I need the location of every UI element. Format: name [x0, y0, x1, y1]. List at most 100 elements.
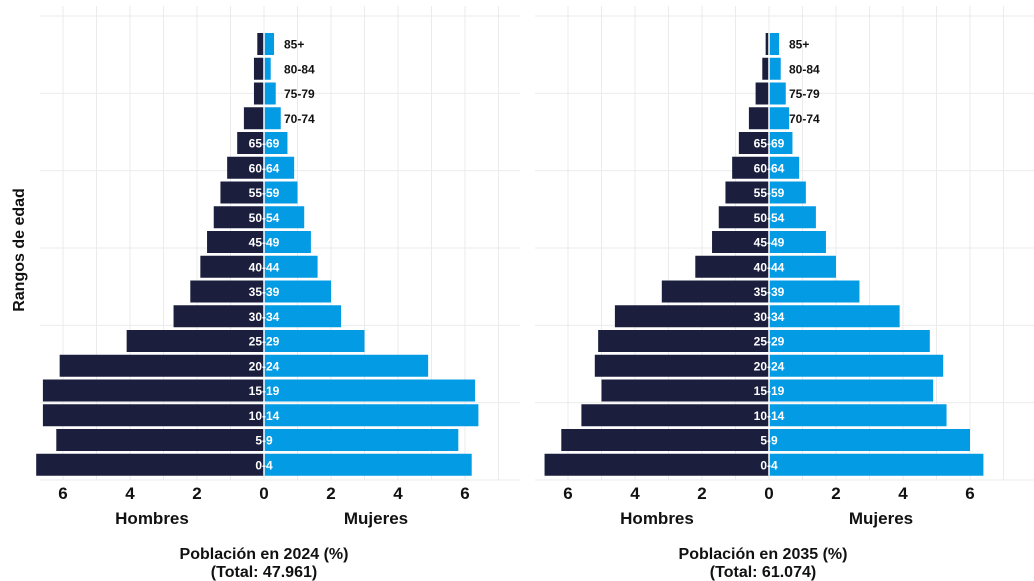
bar-mujeres-30-34: [264, 305, 342, 328]
bar-mujeres-20-24: [769, 354, 944, 377]
age-label-75-79: 75-79: [284, 87, 315, 101]
bar-hombres-35-39: [190, 280, 264, 303]
age-label-15-19: 15-19: [249, 384, 280, 398]
age-label-55-59: 55-59: [249, 186, 280, 200]
x-tick-label: 0: [764, 484, 773, 503]
bar-mujeres-45-49: [264, 231, 311, 253]
x-tick-label: 4: [393, 484, 403, 503]
age-labels: 0-4 5-9 10-14 15-19 20-24 25-29 30-34 35-39 40-4…: [249, 38, 315, 473]
bar-mujeres-60-64: [264, 156, 295, 179]
bar-hombres-5-9: [561, 429, 769, 451]
bar-mujeres-60-64: [769, 156, 800, 179]
bar-hombres-0-4: [36, 453, 265, 476]
bar-mujeres-50-54: [264, 206, 305, 229]
bar-mujeres-65-69: [769, 132, 793, 154]
bar-hombres-30-34: [614, 305, 769, 328]
bar-mujeres-65-69: [264, 132, 288, 154]
bar-mujeres-55-59: [769, 181, 806, 204]
age-label-40-44: 40-44: [754, 260, 785, 274]
x-tick-label: 6: [460, 484, 469, 503]
age-label-40-44: 40-44: [249, 260, 280, 274]
age-label-15-19: 15-19: [754, 384, 785, 398]
bar-hombres-15-19: [42, 379, 265, 402]
age-label-85+: 85+: [789, 38, 809, 52]
age-label-50-54: 50-54: [249, 211, 280, 225]
age-label-5-9: 5-9: [255, 434, 273, 448]
bar-mujeres-85+: [769, 33, 780, 55]
bar-mujeres-10-14: [769, 404, 947, 427]
x-tick-label: 6: [965, 484, 974, 503]
age-labels: 0-4 5-9 10-14 15-19 20-24 25-29 30-34 35-39 40-4…: [754, 38, 820, 473]
y-axis-label: Rangos de edad: [11, 188, 28, 312]
age-label-60-64: 60-64: [249, 161, 280, 175]
x-axis-label-hombres: Hombres: [115, 509, 189, 528]
x-ticks: 6 4 2 0 2 4 6: [58, 484, 469, 503]
age-label-25-29: 25-29: [249, 335, 280, 349]
bar-hombres-25-29: [598, 330, 769, 352]
bar-hombres-5-9: [56, 429, 264, 451]
bar-mujeres-70-74: [264, 107, 281, 130]
bar-mujeres-0-4: [769, 453, 984, 476]
bar-mujeres-0-4: [264, 453, 472, 476]
x-tick-label: 2: [326, 484, 335, 503]
age-label-85+: 85+: [284, 38, 304, 52]
bar-hombres-40-44: [695, 255, 769, 278]
age-label-65-69: 65-69: [754, 137, 785, 151]
age-label-0-4: 0-4: [255, 458, 273, 472]
age-label-30-34: 30-34: [249, 310, 280, 324]
bar-hombres-70-74: [243, 107, 264, 130]
bar-hombres-45-49: [712, 231, 769, 253]
bar-mujeres-50-54: [769, 206, 816, 229]
x-axis-label-mujeres: Mujeres: [849, 509, 913, 528]
bar-hombres-25-29: [126, 330, 265, 352]
age-label-80-84: 80-84: [284, 62, 315, 76]
x-tick-label: 4: [898, 484, 908, 503]
x-tick-label: 2: [697, 484, 706, 503]
bar-hombres-70-74: [748, 107, 769, 130]
bar-hombres-60-64: [227, 156, 264, 179]
x-tick-label: 4: [125, 484, 135, 503]
bar-mujeres-20-24: [264, 354, 429, 377]
bars: [36, 33, 479, 476]
x-ticks: 6 4 2 0 2 4 6: [563, 484, 974, 503]
x-tick-label: 6: [563, 484, 572, 503]
age-label-20-24: 20-24: [754, 359, 785, 373]
bar-hombres-50-54: [213, 206, 264, 229]
age-label-35-39: 35-39: [249, 285, 280, 299]
bar-hombres-85+: [765, 33, 769, 55]
age-label-5-9: 5-9: [760, 434, 778, 448]
bar-hombres-10-14: [581, 404, 769, 427]
bar-mujeres-55-59: [264, 181, 298, 204]
bar-hombres-80-84: [762, 57, 769, 80]
bar-hombres-35-39: [661, 280, 769, 303]
age-label-35-39: 35-39: [754, 285, 785, 299]
x-axis-label-hombres: Hombres: [620, 509, 694, 528]
age-label-45-49: 45-49: [249, 236, 280, 250]
bar-hombres-55-59: [220, 181, 264, 204]
age-label-45-49: 45-49: [754, 236, 785, 250]
age-label-55-59: 55-59: [754, 186, 785, 200]
bar-hombres-60-64: [732, 156, 769, 179]
bar-mujeres-40-44: [264, 255, 318, 278]
bar-hombres-50-54: [718, 206, 769, 229]
bar-hombres-30-34: [173, 305, 264, 328]
bar-hombres-40-44: [200, 255, 264, 278]
chart-subtitle: (Total: 47.961): [211, 564, 317, 581]
age-label-30-34: 30-34: [754, 310, 785, 324]
age-label-50-54: 50-54: [754, 211, 785, 225]
bar-mujeres-30-34: [769, 305, 900, 328]
x-tick-label: 2: [831, 484, 840, 503]
age-label-80-84: 80-84: [789, 62, 820, 76]
bar-mujeres-35-39: [264, 280, 331, 303]
bar-mujeres-10-14: [264, 404, 479, 427]
age-label-10-14: 10-14: [754, 409, 785, 423]
bar-mujeres-45-49: [769, 231, 826, 253]
bar-mujeres-15-19: [264, 379, 476, 402]
bar-mujeres-80-84: [264, 57, 271, 80]
bar-hombres-20-24: [594, 354, 769, 377]
bar-hombres-85+: [257, 33, 264, 55]
chart-title: Población en 2035 (%): [679, 546, 848, 563]
x-axis-label-mujeres: Mujeres: [344, 509, 408, 528]
bar-mujeres-40-44: [769, 255, 836, 278]
